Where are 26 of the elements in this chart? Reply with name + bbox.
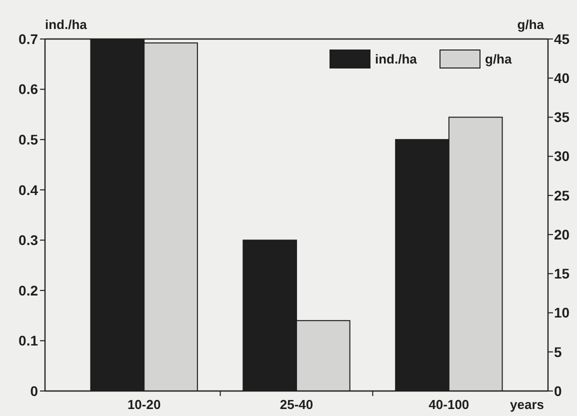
y2-tick-label: 40 [554,70,570,86]
y-tick-label: 0.1 [18,332,38,349]
y2-tick-label: 35 [554,109,570,126]
x-axis-title: years [510,397,544,412]
y2-tick-label: 30 [554,148,570,164]
x-tick-label: 10-20 [127,397,161,412]
y2-axis-title: g/ha [517,17,545,32]
y-tick-label: 0.4 [18,182,38,198]
y2-tick-label: 5 [554,344,562,360]
y2-tick-label: 45 [554,30,570,47]
legend-label: ind./ha [375,52,418,67]
y-tick-label: 0.3 [18,232,38,248]
y2-tick-label: 10 [554,304,570,321]
y-tick-label: 0.7 [18,30,38,47]
y-tick-label: 0.6 [18,81,38,98]
y2-tick-label: 25 [554,187,570,204]
y-tick-label: 0.2 [18,282,38,298]
x-tick-label: 40-100 [428,397,470,412]
y-tick-label: 0 [30,382,38,399]
legend-label: g/ha [485,52,512,67]
y2-tick-label: 15 [554,266,570,282]
y2-tick-label: 20 [554,226,570,242]
x-tick-label: 25-40 [280,397,314,412]
y-axis-title: ind./ha [45,17,88,32]
y-tick-label: 0.5 [18,131,38,148]
y2-tick-label: 0 [554,382,562,399]
